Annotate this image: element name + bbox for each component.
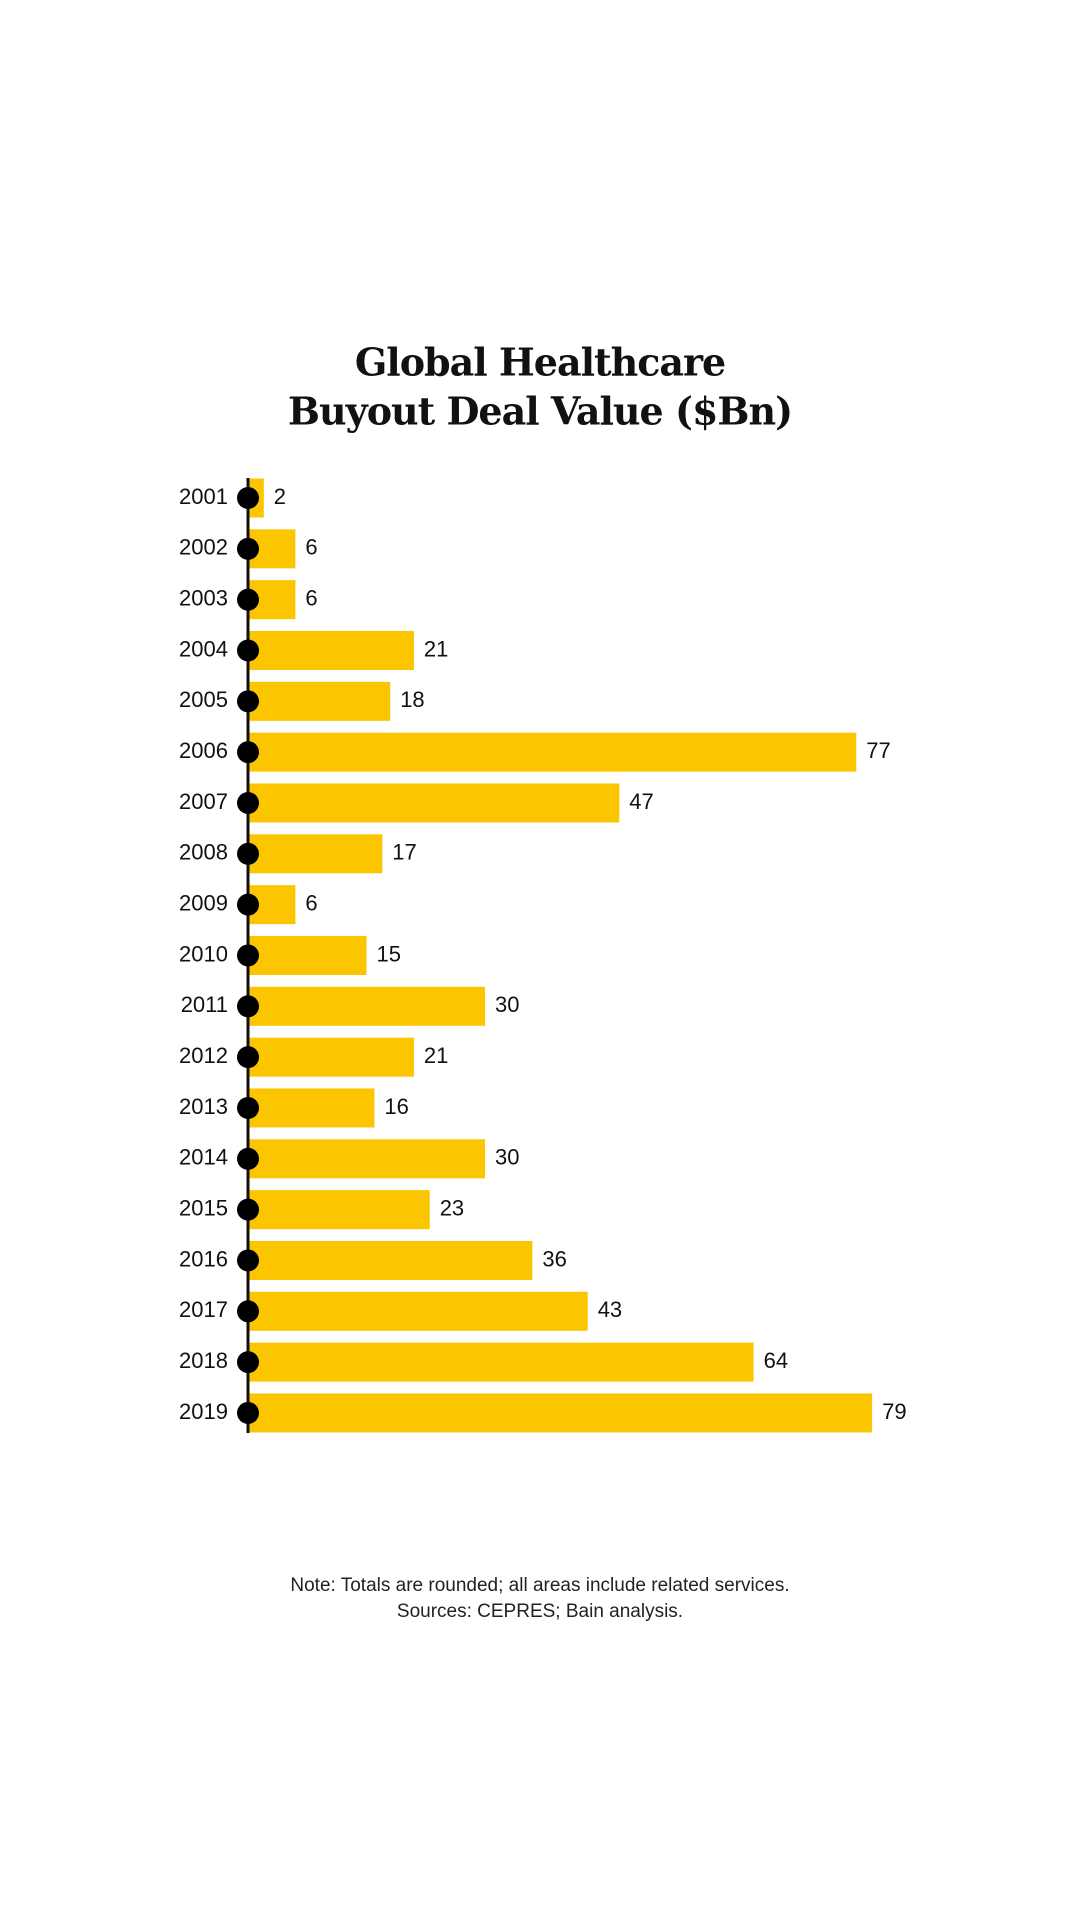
y-tick-label: 2003	[179, 585, 228, 610]
year-dot	[237, 995, 259, 1018]
year-dot	[237, 1351, 259, 1374]
value-label: 23	[440, 1195, 464, 1220]
y-tick-label: 2002	[179, 535, 228, 560]
bar	[248, 834, 383, 874]
year-dot	[237, 1249, 259, 1272]
bar	[248, 1139, 485, 1179]
bar	[248, 1342, 754, 1382]
value-label: 77	[866, 738, 890, 763]
value-label: 64	[764, 1348, 788, 1373]
value-label: 15	[377, 941, 401, 966]
y-tick-label: 2012	[179, 1043, 228, 1068]
bar	[248, 1088, 375, 1128]
year-dot	[237, 588, 259, 611]
value-label: 21	[424, 1043, 448, 1068]
value-label: 79	[882, 1399, 906, 1424]
note: Sources: CEPRES; Bain analysis.	[397, 1601, 683, 1622]
value-label: 43	[598, 1297, 622, 1322]
y-tick-label: 2004	[179, 636, 228, 661]
chart-title: Buyout Deal Value ($Bn)	[288, 389, 792, 434]
bar	[248, 1037, 414, 1077]
value-label: 6	[305, 585, 317, 610]
bar	[248, 1240, 533, 1280]
bar	[248, 1190, 430, 1230]
value-label: 6	[305, 535, 317, 560]
value-label: 36	[542, 1246, 566, 1271]
year-dot	[237, 1096, 259, 1119]
y-tick-label: 2001	[179, 484, 228, 509]
year-dot	[237, 741, 259, 764]
bar	[248, 732, 857, 772]
year-dot	[237, 893, 259, 916]
year-dot	[237, 487, 259, 509]
value-label: 16	[384, 1094, 408, 1119]
year-dot	[237, 1198, 259, 1221]
bar	[248, 1291, 588, 1331]
y-tick-label: 2017	[179, 1297, 228, 1322]
y-tick-label: 2011	[181, 992, 228, 1017]
year-dot	[237, 791, 259, 814]
value-label: 6	[305, 890, 317, 915]
value-label: 47	[629, 789, 653, 814]
value-label: 30	[495, 992, 519, 1017]
year-dot	[237, 1300, 259, 1323]
year-dot	[237, 1401, 259, 1424]
year-dot	[237, 944, 259, 967]
y-tick-label: 2018	[179, 1348, 228, 1373]
year-dot	[237, 537, 259, 560]
value-label: 18	[400, 687, 424, 712]
y-tick-label: 2014	[179, 1145, 228, 1170]
value-label: 21	[424, 636, 448, 661]
y-tick-label: 2013	[179, 1094, 228, 1119]
year-dot	[237, 842, 259, 865]
bar	[248, 935, 367, 975]
year-dot	[237, 690, 259, 713]
y-tick-label: 2005	[179, 687, 228, 712]
chart-title: Global Healthcare	[355, 340, 725, 385]
y-tick-label: 2010	[179, 941, 228, 966]
y-tick-label: 2015	[179, 1195, 228, 1220]
y-tick-label: 2009	[179, 890, 228, 915]
y-tick-label: 2019	[179, 1399, 228, 1424]
y-tick-label: 2016	[179, 1246, 228, 1271]
value-label: 30	[495, 1145, 519, 1170]
bar	[248, 783, 620, 823]
bar	[248, 986, 485, 1026]
year-dot	[237, 1046, 259, 1069]
value-label: 17	[392, 840, 416, 865]
year-dot	[237, 1147, 259, 1170]
bar	[248, 681, 391, 721]
y-tick-label: 2008	[179, 840, 228, 865]
y-tick-label: 2006	[179, 738, 228, 763]
year-dot	[237, 639, 259, 662]
note: Note: Totals are rounded; all areas incl…	[290, 1575, 789, 1596]
bar	[248, 630, 414, 670]
value-label: 2	[274, 484, 286, 509]
y-tick-label: 2007	[179, 789, 228, 814]
bar	[248, 1393, 873, 1433]
